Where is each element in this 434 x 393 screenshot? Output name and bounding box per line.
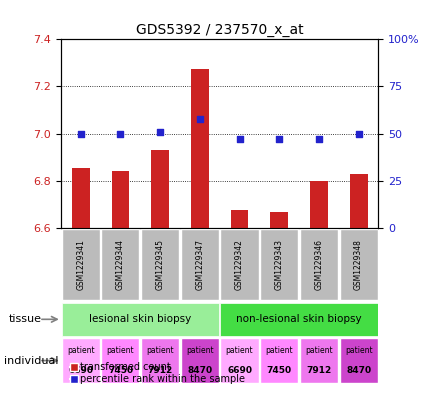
Point [236,136,243,142]
Bar [339,338,377,383]
Bar [62,229,99,300]
Text: tissue: tissue [9,314,42,324]
Bar [349,174,367,228]
Text: 8470: 8470 [345,366,370,375]
Text: non-lesional skin biopsy: non-lesional skin biopsy [236,314,361,324]
Text: GSM1229344: GSM1229344 [116,239,125,290]
Text: lesional skin biopsy: lesional skin biopsy [89,314,191,324]
Text: 8470: 8470 [187,366,212,375]
Bar [299,338,337,383]
Text: 6690: 6690 [227,366,251,375]
Bar [260,229,298,300]
Text: patient: patient [265,346,293,355]
Point [275,136,282,142]
Text: GSM1229348: GSM1229348 [353,239,362,290]
Bar [339,229,377,300]
Bar [181,229,218,300]
Bar [299,229,337,300]
Bar [101,229,139,300]
Bar [220,338,258,383]
Title: GDS5392 / 237570_x_at: GDS5392 / 237570_x_at [135,23,303,37]
Bar [62,338,99,383]
Text: 7912: 7912 [306,366,331,375]
Bar [141,338,179,383]
Point [117,130,124,137]
Text: 7450: 7450 [266,366,291,375]
Point [77,130,84,137]
Bar [141,229,179,300]
Text: GSM1229343: GSM1229343 [274,239,283,290]
Bar [270,212,287,228]
Point [196,116,203,122]
Point [156,129,163,135]
Text: GSM1229345: GSM1229345 [155,239,164,290]
Point [354,130,361,137]
Text: GSM1229342: GSM1229342 [234,239,243,290]
Text: patient: patient [344,346,372,355]
Bar [72,168,89,228]
Text: patient: patient [304,346,332,355]
Text: patient: patient [186,346,213,355]
Point [315,136,322,142]
Bar [220,303,377,336]
Text: GSM1229346: GSM1229346 [314,239,322,290]
Bar [62,303,218,336]
Bar [111,171,129,228]
Bar [230,209,248,228]
Bar [220,229,258,300]
Text: GSM1229341: GSM1229341 [76,239,85,290]
Bar [309,181,327,228]
Text: 7450: 7450 [108,366,133,375]
Text: GSM1229347: GSM1229347 [195,239,204,290]
Text: patient: patient [67,346,94,355]
Bar [181,338,218,383]
Legend: transformed count, percentile rank within the sample: transformed count, percentile rank withi… [66,358,249,388]
Text: 6690: 6690 [68,366,93,375]
Bar [191,70,208,228]
Bar [260,338,298,383]
Bar [151,150,169,228]
Text: patient: patient [225,346,253,355]
Text: 7912: 7912 [147,366,172,375]
Text: individual: individual [4,356,59,365]
Text: patient: patient [106,346,134,355]
Text: patient: patient [146,346,174,355]
Bar [101,338,139,383]
